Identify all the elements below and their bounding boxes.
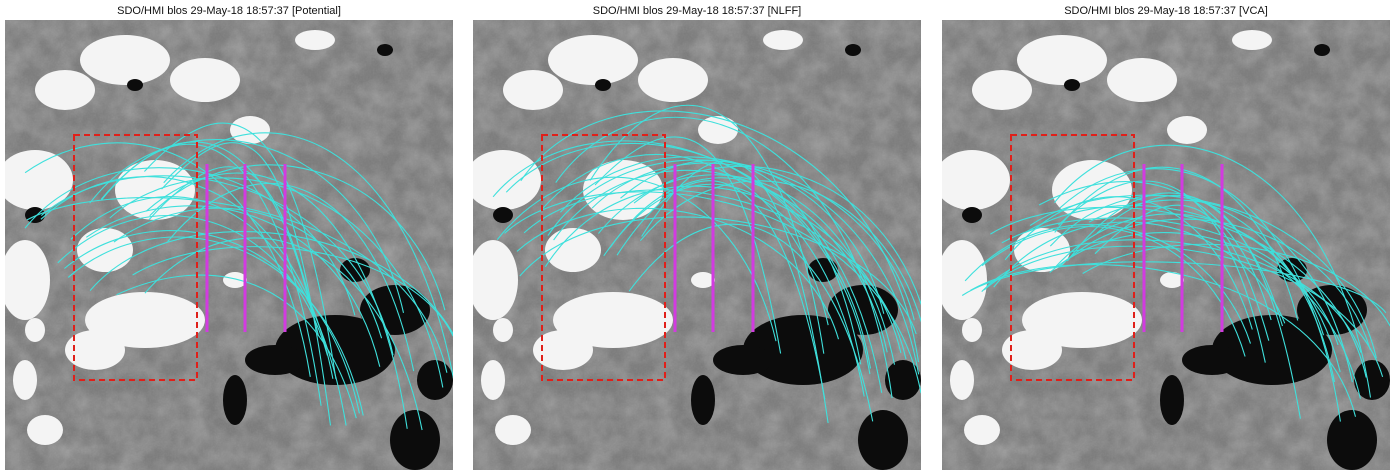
- positive-polarity: [937, 240, 987, 320]
- positive-polarity: [170, 58, 240, 102]
- positive-polarity: [1167, 116, 1207, 144]
- positive-polarity: [1232, 30, 1272, 50]
- negative-polarity: [885, 360, 921, 400]
- positive-polarity: [25, 318, 45, 342]
- negative-polarity: [691, 375, 715, 425]
- negative-polarity: [1182, 345, 1242, 375]
- negative-polarity: [390, 410, 440, 470]
- magnetogram-panel: [465, 20, 929, 470]
- negative-polarity: [962, 207, 982, 223]
- negative-polarity: [377, 44, 393, 56]
- positive-polarity: [548, 35, 638, 85]
- positive-polarity: [934, 150, 1010, 210]
- panel-title: SDO/HMI blos 29-May-18 18:57:37 [NLFF]: [593, 5, 801, 17]
- negative-polarity: [417, 360, 453, 400]
- positive-polarity: [964, 415, 1000, 445]
- positive-polarity: [495, 415, 531, 445]
- positive-polarity: [962, 318, 982, 342]
- magnetogram-panel: [934, 20, 1395, 470]
- positive-polarity: [493, 318, 513, 342]
- panels: SDO/HMI blos 29-May-18 18:57:37 [Potenti…: [0, 5, 1395, 470]
- negative-polarity: [245, 345, 305, 375]
- negative-polarity: [1314, 44, 1330, 56]
- positive-polarity: [503, 70, 563, 110]
- positive-polarity: [950, 360, 974, 400]
- positive-polarity: [465, 150, 541, 210]
- negative-polarity: [1327, 410, 1377, 470]
- positive-polarity: [763, 30, 803, 50]
- positive-polarity: [0, 240, 50, 320]
- panel-title: SDO/HMI blos 29-May-18 18:57:37 [Potenti…: [117, 5, 341, 17]
- negative-polarity: [127, 79, 143, 91]
- negative-polarity: [223, 375, 247, 425]
- negative-polarity: [493, 207, 513, 223]
- positive-polarity: [230, 116, 270, 144]
- positive-polarity: [545, 228, 601, 272]
- figure: SDO/HMI blos 29-May-18 18:57:37 [Potenti…: [0, 0, 1398, 470]
- positive-polarity: [13, 360, 37, 400]
- positive-polarity: [1052, 160, 1132, 220]
- positive-polarity: [638, 58, 708, 102]
- negative-polarity: [845, 44, 861, 56]
- positive-polarity: [691, 272, 715, 288]
- positive-polarity: [1107, 58, 1177, 102]
- negative-polarity: [595, 79, 611, 91]
- magnetogram-panel: [0, 20, 465, 470]
- positive-polarity: [27, 415, 63, 445]
- negative-polarity: [858, 410, 908, 470]
- positive-polarity: [972, 70, 1032, 110]
- positive-polarity: [80, 35, 170, 85]
- positive-polarity: [1017, 35, 1107, 85]
- positive-polarity: [35, 70, 95, 110]
- positive-polarity: [468, 240, 518, 320]
- negative-polarity: [1160, 375, 1184, 425]
- positive-polarity: [223, 272, 247, 288]
- positive-polarity: [295, 30, 335, 50]
- negative-polarity: [1064, 79, 1080, 91]
- positive-polarity: [481, 360, 505, 400]
- panel-title: SDO/HMI blos 29-May-18 18:57:37 [VCA]: [1064, 5, 1268, 17]
- negative-polarity: [713, 345, 773, 375]
